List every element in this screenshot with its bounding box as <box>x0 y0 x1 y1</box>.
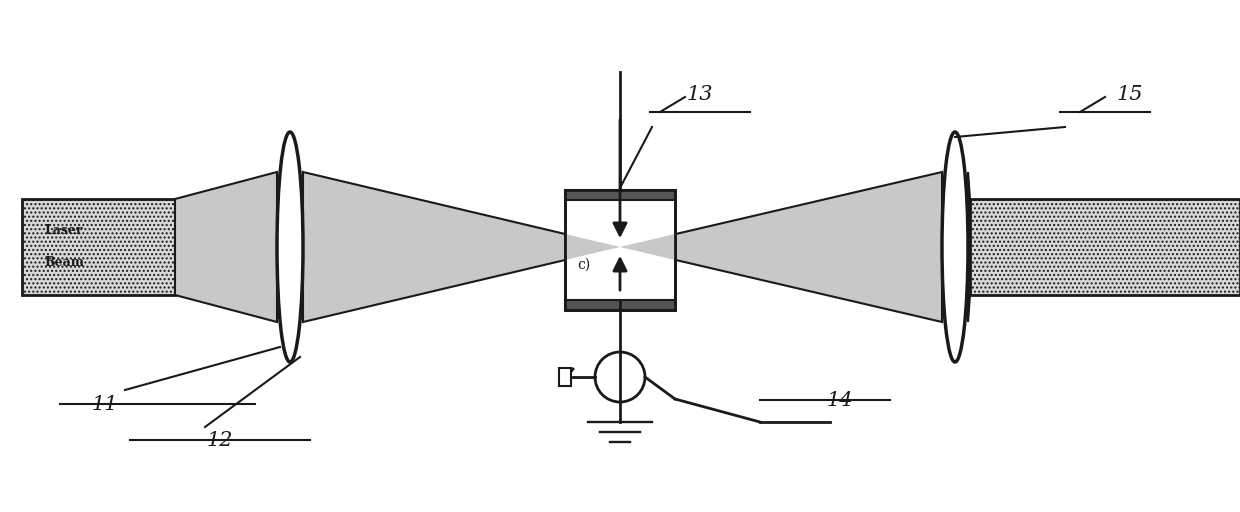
Bar <box>565 190 675 310</box>
Bar <box>970 199 1240 295</box>
Bar <box>565 190 675 310</box>
Text: 12: 12 <box>207 431 233 450</box>
Bar <box>565 300 675 310</box>
Text: 11: 11 <box>92 395 118 414</box>
Polygon shape <box>620 172 942 322</box>
Bar <box>22 199 175 295</box>
Text: Laser: Laser <box>43 224 83 237</box>
Bar <box>565 190 675 200</box>
Text: 15: 15 <box>1117 84 1143 103</box>
Polygon shape <box>303 172 620 322</box>
Ellipse shape <box>277 132 303 362</box>
Ellipse shape <box>942 132 968 362</box>
Text: Beam: Beam <box>43 255 84 268</box>
Polygon shape <box>565 234 620 260</box>
Text: 14: 14 <box>827 391 853 410</box>
Text: c): c) <box>577 258 590 272</box>
Circle shape <box>595 352 645 402</box>
Bar <box>559 368 570 386</box>
Polygon shape <box>620 234 675 260</box>
Polygon shape <box>968 172 970 322</box>
Text: 13: 13 <box>687 84 713 103</box>
Polygon shape <box>175 172 277 322</box>
